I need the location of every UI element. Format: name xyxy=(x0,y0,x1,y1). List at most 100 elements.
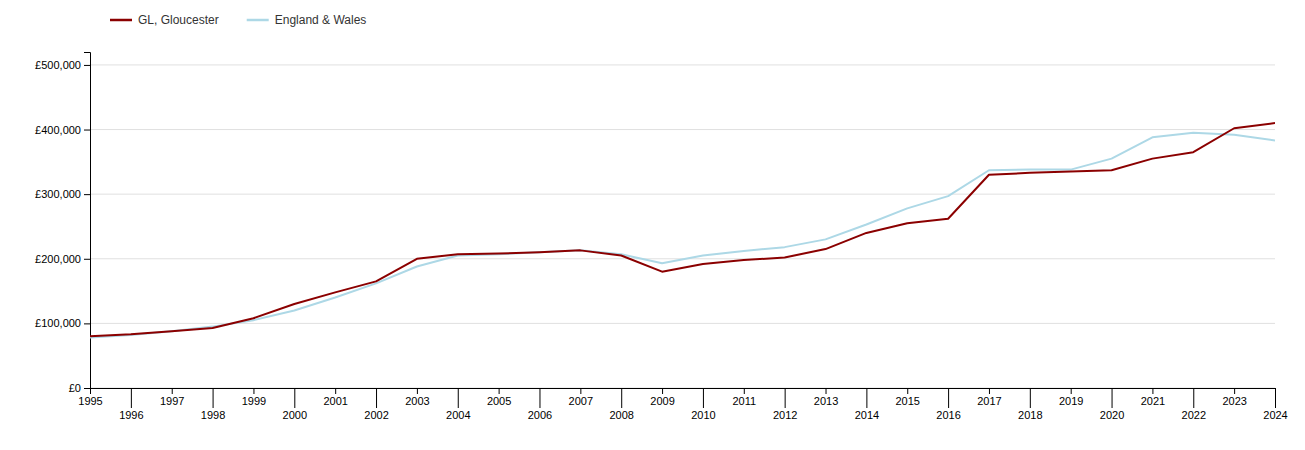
tick: 2011 xyxy=(732,388,756,407)
tick-label: 2017 xyxy=(977,395,1001,407)
tick-mark xyxy=(90,388,91,394)
grid-line xyxy=(90,194,1275,195)
tick-label: 2005 xyxy=(487,395,511,407)
tick-mark xyxy=(907,388,908,394)
tick-mark xyxy=(989,388,990,394)
tick-label: 2008 xyxy=(609,409,633,421)
tick: 1996 xyxy=(119,388,143,421)
tick-mark xyxy=(1030,388,1031,408)
tick-label: 2007 xyxy=(569,395,593,407)
tick-mark xyxy=(84,323,90,324)
legend-swatch xyxy=(110,19,132,22)
tick-label: 2002 xyxy=(364,409,388,421)
tick: 2010 xyxy=(691,388,715,421)
tick: 2020 xyxy=(1100,388,1124,421)
legend-label: GL, Gloucester xyxy=(138,13,219,27)
tick: 2005 xyxy=(487,388,511,407)
tick-label: 2003 xyxy=(405,395,429,407)
tick: 2006 xyxy=(528,388,552,421)
tick: 2023 xyxy=(1222,388,1246,407)
tick: 2000 xyxy=(283,388,307,421)
tick: 2002 xyxy=(364,388,388,421)
tick: £500,000 xyxy=(35,59,90,71)
tick: 2016 xyxy=(936,388,960,421)
tick-label: £100,000 xyxy=(35,317,81,329)
tick-label: 2020 xyxy=(1100,409,1124,421)
tick-label: 2016 xyxy=(936,409,960,421)
tick: 2009 xyxy=(650,388,674,407)
tick: £100,000 xyxy=(35,317,90,329)
series-line xyxy=(90,133,1275,338)
tick-label: 2000 xyxy=(283,409,307,421)
tick: 1999 xyxy=(242,388,266,407)
tick: 2013 xyxy=(814,388,838,407)
tick-label: £500,000 xyxy=(35,59,81,71)
grid-line xyxy=(90,323,1275,324)
tick: 2003 xyxy=(405,388,429,407)
tick-label: 2001 xyxy=(323,395,347,407)
tick-label: 2024 xyxy=(1263,409,1287,421)
tick-label: 2015 xyxy=(895,395,919,407)
tick-label: £300,000 xyxy=(35,188,81,200)
tick-label: 2006 xyxy=(528,409,552,421)
tick: 1995 xyxy=(78,388,102,407)
legend-item: England & Wales xyxy=(247,13,367,27)
tick-mark xyxy=(294,388,295,408)
tick-mark xyxy=(1193,388,1194,408)
tick: 2019 xyxy=(1059,388,1083,407)
tick-label: 2022 xyxy=(1182,409,1206,421)
series-line xyxy=(90,123,1275,336)
tick: 2018 xyxy=(1018,388,1042,421)
tick: £200,000 xyxy=(35,253,90,265)
tick-label: 1998 xyxy=(201,409,225,421)
tick: £0 xyxy=(69,382,90,394)
tick-mark xyxy=(335,388,336,394)
tick-label: £0 xyxy=(69,382,81,394)
tick-mark xyxy=(253,388,254,394)
tick-mark xyxy=(84,65,90,66)
tick-mark xyxy=(1275,388,1276,408)
tick-mark xyxy=(458,388,459,408)
tick-label: 1999 xyxy=(242,395,266,407)
tick-mark xyxy=(621,388,622,408)
tick-mark xyxy=(826,388,827,394)
tick-label: 2012 xyxy=(773,409,797,421)
tick: 2017 xyxy=(977,388,1001,407)
tick-mark xyxy=(948,388,949,408)
tick-label: 2009 xyxy=(650,395,674,407)
tick-mark xyxy=(172,388,173,394)
tick-mark xyxy=(866,388,867,408)
x-axis: 1995199619971998199920002001200220032004… xyxy=(78,388,1287,421)
tick-label: 2013 xyxy=(814,395,838,407)
y-axis: £0 £100,000 £200,000 £300,000 £400,000 £500,0… xyxy=(35,53,90,395)
tick: 2001 xyxy=(323,388,347,407)
tick-label: 2021 xyxy=(1141,395,1165,407)
tick-mark xyxy=(1071,388,1072,394)
tick-label: 2019 xyxy=(1059,395,1083,407)
legend-item: GL, Gloucester xyxy=(110,13,219,27)
tick-label: 2014 xyxy=(855,409,879,421)
tick: 2015 xyxy=(895,388,919,407)
tick-mark xyxy=(785,388,786,408)
tick-label: 1997 xyxy=(160,395,184,407)
tick-mark xyxy=(662,388,663,394)
tick: 2007 xyxy=(569,388,593,407)
tick-label: 2010 xyxy=(691,409,715,421)
grid xyxy=(90,65,1275,388)
tick-mark xyxy=(580,388,581,394)
tick-mark xyxy=(131,388,132,408)
tick-label: 1995 xyxy=(78,395,102,407)
tick-mark xyxy=(539,388,540,408)
tick-mark xyxy=(213,388,214,408)
tick: £400,000 xyxy=(35,124,90,136)
plot-area: £0 £100,000 £200,000 £300,000 £400,000 £500,0… xyxy=(35,53,1288,421)
axis-line xyxy=(91,389,1276,395)
legend: GL, Gloucester England & Wales xyxy=(110,13,366,27)
tick-mark xyxy=(417,388,418,394)
lines xyxy=(90,123,1275,338)
tick-mark xyxy=(1234,388,1235,394)
tick-mark xyxy=(84,130,90,131)
tick-mark xyxy=(84,388,90,389)
tick: 2022 xyxy=(1182,388,1206,421)
tick-mark xyxy=(499,388,500,394)
